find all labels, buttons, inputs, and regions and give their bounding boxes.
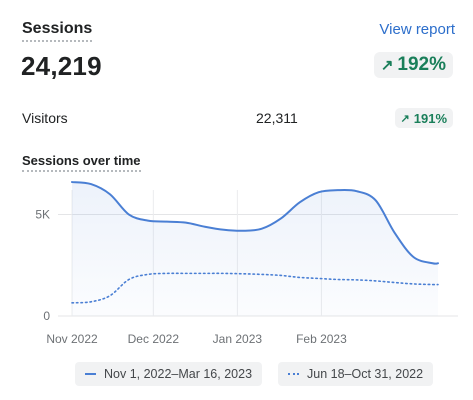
x-tick-label: Dec 2022 — [128, 332, 180, 346]
x-tick-label: Jan 2023 — [213, 332, 263, 346]
sessions-change-value: 192% — [397, 54, 446, 75]
legend-label-current: Nov 1, 2022–Mar 16, 2023 — [104, 367, 253, 381]
sessions-change-badge: ↗ 192% — [373, 52, 453, 78]
x-tick-label: Nov 2022 — [46, 332, 98, 346]
legend-item-previous[interactable]: Jun 18–Oct 31, 2022 — [278, 362, 434, 386]
series-line-0 — [71, 181, 439, 265]
series-line-1 — [71, 272, 439, 304]
chart-title: Sessions over time — [22, 153, 141, 172]
x-tick-label: Feb 2023 — [296, 332, 347, 346]
solid-line-swatch-icon — [85, 373, 96, 375]
y-tick-label: 5K — [35, 208, 50, 222]
y-tick-label: 0 — [43, 309, 50, 323]
view-report-link[interactable]: View report — [379, 21, 455, 38]
legend-label-previous: Jun 18–Oct 31, 2022 — [307, 367, 424, 381]
legend-item-current[interactable]: Nov 1, 2022–Mar 16, 2023 — [75, 362, 263, 386]
card-title: Sessions — [22, 20, 93, 42]
visitors-value: 22,311 — [256, 110, 298, 126]
arrow-up-right-icon: ↗ — [400, 112, 410, 125]
sessions-total: 24,219 — [21, 51, 102, 81]
visitors-label: Visitors — [22, 110, 68, 126]
series-area-0 — [72, 182, 438, 316]
dotted-line-swatch-icon — [288, 373, 299, 375]
visitors-change-value: 191% — [413, 110, 447, 126]
arrow-up-right-icon: ↗ — [380, 57, 394, 74]
visitors-change-badge: ↗ 191% — [394, 108, 453, 128]
